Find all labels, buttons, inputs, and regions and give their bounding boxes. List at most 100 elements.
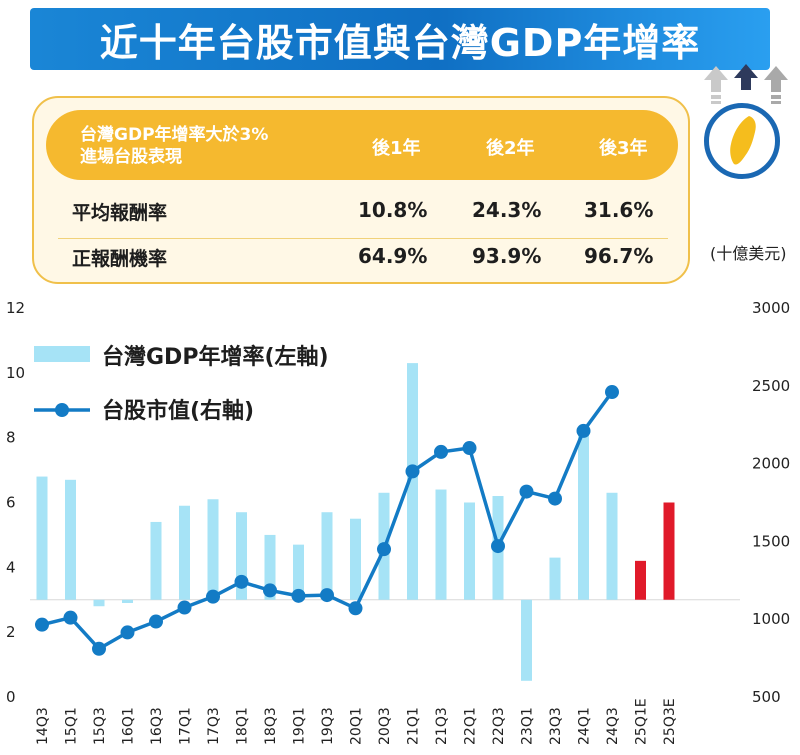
market-cap-point [434,444,448,459]
arrow-up-icon-right [764,66,788,104]
market-cap-point [605,385,619,400]
criteria-line-1: 台灣GDP年增率大於3% [80,125,269,145]
market-cap-point [206,589,220,604]
criteria-label: 台灣GDP年增率大於3% 進場台股表現 [80,124,268,168]
arrow-up-icon [704,64,788,104]
x-axis-label: 18Q3 [263,707,279,745]
market-cap-point [149,614,163,629]
gdp-bar [578,434,589,600]
x-axis-label: 24Q1 [577,707,593,745]
taiwan-map-icon [730,116,756,165]
x-axis-label: 15Q3 [92,707,108,745]
positive-prob-1y: 64.9% [358,244,428,268]
market-cap-point [462,441,477,456]
market-cap-point [377,542,391,557]
col-header-3y: 後3年 [599,138,648,159]
x-axis-label: 20Q1 [349,707,365,745]
x-axis-label: 25Q3E [662,698,678,745]
market-cap-point [63,610,78,625]
market-cap-point [348,601,363,616]
page-title: 近十年台股市值與台灣GDP年增率 [99,20,701,65]
arrow-up-icon-left [704,66,728,104]
col-header-1y: 後1年 [372,138,421,159]
legend-label-market-cap: 台股市值(右軸) [102,398,254,424]
row-divider [58,238,668,239]
x-axis-label: 15Q1 [64,707,80,745]
x-axis-label: 16Q3 [149,707,165,745]
market-cap-point [405,464,420,479]
x-axis-label: 14Q3 [35,707,51,745]
title-banner: 近十年台股市值與台灣GDP年增率 [30,8,770,70]
gdp-bar [36,476,48,600]
x-axis-label: 25Q1E [634,698,650,745]
gdp-bar [407,363,418,600]
gdp-bar [464,502,475,600]
gdp-bar [236,512,247,600]
gdp-bar [207,499,219,600]
avg-return-1y: 10.8% [358,198,428,222]
right-axis-tick: 2000 [752,455,790,473]
market-cap-point [35,617,49,632]
col-header-2y: 後2年 [486,138,535,159]
x-axis-label: 16Q1 [121,707,137,745]
avg-return-3y: 31.6% [584,198,654,222]
market-cap-point [491,539,505,554]
market-cap-point [519,484,534,499]
right-axis-tick: 1500 [752,532,790,550]
right-axis-tick: 1000 [752,610,790,628]
gdp-bar [122,599,133,603]
gdp-bar [606,492,618,600]
legend-label-gdp: 台灣GDP年增率(左軸) [102,344,329,370]
x-axis-label: 19Q1 [292,707,308,745]
market-cap-point [177,600,192,615]
performance-card: 台灣GDP年增率大於3% 進場台股表現 後1年 後2年 後3年 平均報酬率 10… [32,96,690,284]
market-cap-point [234,574,249,589]
left-axis-tick: 12 [6,299,25,317]
market-cap-point [263,583,277,598]
gdp-bar [521,599,532,681]
x-axis-label: 17Q1 [178,707,194,745]
gdp-bar [179,505,190,600]
market-cap-point [548,491,562,506]
market-cap-point [320,588,334,603]
gdp-bar [435,489,447,600]
x-axis-label: 23Q1 [520,707,536,745]
x-axis-label: 19Q3 [320,707,336,745]
market-cap-point [92,641,106,656]
gdp-bar [663,502,675,600]
row-label-avg-return: 平均報酬率 [72,202,168,224]
taiwan-badge [704,103,780,179]
avg-return-2y: 24.3% [472,198,542,222]
x-axis-label: 17Q3 [206,707,222,745]
x-axis-label: 21Q1 [406,707,422,745]
market-cap-point [291,588,306,603]
market-cap-point [576,423,591,438]
gdp-bar [635,560,646,600]
right-axis-tick: 2500 [752,377,790,395]
right-axis-tick: 3000 [752,299,790,317]
x-axis-label: 22Q1 [463,707,479,745]
x-axis-label: 21Q3 [434,707,450,745]
arrow-up-icon-center [734,64,758,90]
row-label-positive-prob: 正報酬機率 [72,248,168,270]
legend-line-point [55,403,69,417]
positive-prob-3y: 96.7% [584,244,654,268]
gdp-bar [264,534,276,600]
legend-bar-swatch [34,346,90,362]
x-axis-label: 24Q3 [605,707,621,745]
x-axis-label: 23Q3 [548,707,564,745]
gdp-bar [293,544,304,600]
left-axis-tick: 4 [6,558,16,576]
x-axis-label: 20Q3 [377,707,393,745]
gdp-bar [350,518,361,600]
left-axis-tick: 8 [6,429,16,447]
gdp-bar [321,512,333,600]
gdp-bar [549,557,561,600]
x-axis-label: 18Q1 [235,707,251,745]
gdp-bar [93,599,105,607]
left-axis-tick: 10 [6,364,25,382]
gdp-bar [150,521,162,600]
right-axis-tick: 500 [752,688,781,706]
unit-label: (十億美元) [710,244,787,263]
